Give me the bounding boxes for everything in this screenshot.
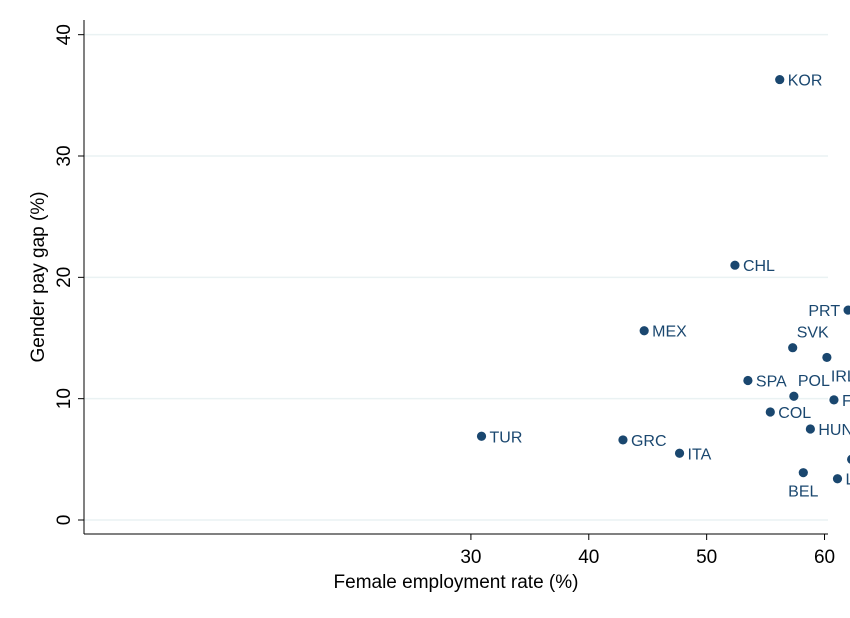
point-label-spa: SPA bbox=[756, 373, 787, 390]
point-bel bbox=[798, 468, 808, 478]
y-tick-label-10: 10 bbox=[54, 388, 75, 409]
point-mex bbox=[639, 326, 649, 336]
point-pol bbox=[789, 391, 799, 401]
y-axis-ticks: 0 10 20 30 40 bbox=[54, 24, 84, 525]
point-label-chl: CHL bbox=[743, 258, 775, 275]
point-hun bbox=[805, 424, 815, 434]
y-tick-label-40: 40 bbox=[54, 24, 75, 45]
x-axis-ticks: 304050607080 bbox=[460, 534, 835, 568]
point-kor bbox=[775, 74, 785, 85]
point-svk bbox=[788, 343, 798, 353]
point-chl bbox=[730, 260, 740, 270]
point-tur bbox=[476, 431, 487, 441]
y-tick-label-0: 0 bbox=[54, 515, 75, 526]
gridlines bbox=[84, 33, 828, 521]
point-label-grc: GRC bbox=[631, 433, 667, 450]
point-label-tur: TUR bbox=[490, 429, 523, 446]
point-label-mex: MEX bbox=[652, 324, 687, 341]
point-lux bbox=[832, 474, 843, 484]
y-tick-label-20: 20 bbox=[54, 267, 75, 288]
point-label-irl: IRL bbox=[831, 368, 850, 385]
point-label-pol: POL bbox=[798, 373, 830, 390]
point-ita bbox=[674, 448, 685, 458]
point-svn bbox=[847, 455, 850, 464]
point-label-col: COL bbox=[778, 405, 811, 422]
x-tick-label-50: 50 bbox=[696, 547, 717, 568]
x-tick-label-60: 60 bbox=[814, 547, 835, 568]
point-labels: KORESTJPNCHLISRLVAFINCANUSPRTAUTSWICZEGE… bbox=[490, 73, 850, 501]
point-irl bbox=[822, 352, 832, 363]
x-axis-title: Female employment rate (%) bbox=[334, 572, 579, 593]
point-label-bel: BEL bbox=[788, 484, 818, 501]
point-label-lux: LUX bbox=[845, 472, 850, 489]
point-fra bbox=[829, 395, 839, 405]
point-col bbox=[765, 407, 775, 417]
y-tick-label-30: 30 bbox=[54, 145, 75, 166]
x-tick-label-30: 30 bbox=[460, 547, 481, 568]
point-prt bbox=[843, 305, 850, 315]
point-label-fra: FRA bbox=[842, 393, 850, 410]
point-label-ita: ITA bbox=[688, 446, 712, 463]
y-axis-title: Gender pay gap (%) bbox=[28, 191, 49, 362]
x-tick-label-40: 40 bbox=[578, 547, 599, 568]
point-label-prt: PRT bbox=[808, 303, 840, 320]
point-label-hun: HUN bbox=[818, 422, 850, 439]
point-label-kor: KOR bbox=[788, 73, 823, 90]
point-label-svk: SVK bbox=[797, 325, 829, 342]
point-spa bbox=[743, 375, 753, 386]
point-grc bbox=[618, 435, 628, 445]
data-points bbox=[476, 74, 850, 484]
